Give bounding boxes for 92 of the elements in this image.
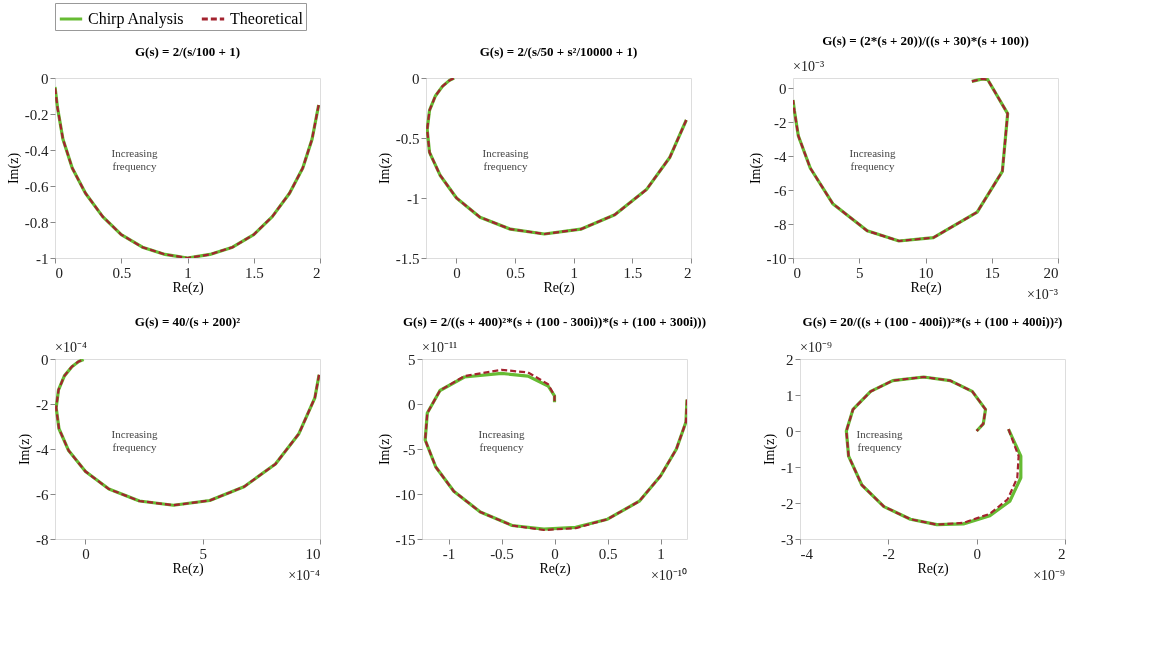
y-tick-label: -0.2 <box>24 106 49 123</box>
x-tick-label: -0.5 <box>490 545 514 562</box>
text: ×10⁻⁴ <box>288 568 321 583</box>
x-tick-label: 20 <box>1043 264 1059 281</box>
x-tick-label: 0 <box>82 545 90 562</box>
y-tick-label: 0 <box>779 80 787 97</box>
x-tick-label: 15 <box>984 264 1000 281</box>
x-tick-label: 0.5 <box>506 264 525 281</box>
x-tick-label: -1 <box>442 545 456 562</box>
x-tick-label: -2 <box>882 545 896 562</box>
y-tick-label: 5 <box>408 351 416 368</box>
x-tick-label: 0.5 <box>598 545 618 562</box>
chart-title: G(s) = 40/(s + 200)² <box>134 314 241 329</box>
y-tick-label: -0.6 <box>24 178 49 195</box>
y-tick-label: 1 <box>786 387 794 404</box>
y-tick-label: -10 <box>766 250 787 267</box>
legend-label: Chirp Analysis <box>88 10 184 28</box>
y-tick-label: 0 <box>412 70 420 87</box>
x-tick-label: -4 <box>800 545 814 562</box>
annotation: Increasing frequency <box>111 427 158 453</box>
chart-title: G(s) = 20/((s + (100 - 400i))²*(s + (100 + 400i))²) <box>802 314 1063 329</box>
x-tick-label: 5 <box>856 264 864 281</box>
chart-title: G(s) = (2*(s + 20))/((s + 30)*(s + 100)) <box>822 33 1029 48</box>
x-tick-label: 2 <box>1058 545 1066 562</box>
x-axis-title: Re(z) <box>539 560 571 577</box>
y-axis-title: Im(z) <box>762 433 778 466</box>
x-tick-label: 10 <box>305 545 321 562</box>
y-axis-title: Im(z) <box>17 433 33 466</box>
y-tick-label: -1 <box>407 190 420 207</box>
x-axis-title: Re(z) <box>917 560 949 577</box>
x-tick-label: 0 <box>453 264 461 281</box>
y-tick-label: -6 <box>774 182 787 199</box>
chart-title: G(s) = 2/(s/50 + s²/10000 + 1) <box>479 44 638 59</box>
y-tick-label: -15 <box>395 531 416 548</box>
y-axis-title: Im(z) <box>376 152 393 185</box>
text: ×10⁻³ <box>793 59 825 74</box>
y-tick-label: -6 <box>36 486 49 503</box>
x-axis-title: Re(z) <box>910 279 942 296</box>
x-axis-title: Re(z) <box>543 279 575 296</box>
text: ×10⁻⁹ <box>800 340 832 355</box>
text: ×10⁻⁹ <box>1033 568 1066 583</box>
y-tick-label: -8 <box>36 531 49 548</box>
x-tick-label: 0 <box>55 264 63 281</box>
y-tick-label: -3 <box>781 531 794 548</box>
y-tick-label: -10 <box>395 486 416 503</box>
y-tick-label: 0 <box>786 423 794 440</box>
y-axis-title: Im(z) <box>376 433 393 466</box>
y-tick-label: -1.5 <box>395 250 420 267</box>
annotation: Increasing frequency <box>849 146 896 172</box>
x-tick-label: 0 <box>973 545 981 562</box>
y-tick-label: -0.4 <box>24 142 49 159</box>
x-axis-title: Re(z) <box>172 560 204 577</box>
x-tick-label: 1.5 <box>623 264 643 281</box>
y-tick-label: 0 <box>41 70 49 87</box>
y-tick-label: -0.8 <box>24 214 49 231</box>
y-tick-label: -2 <box>774 114 787 131</box>
y-tick-label: -1 <box>781 459 794 476</box>
y-tick-label: 0 <box>41 351 49 368</box>
x-tick-label: 0.5 <box>112 264 132 281</box>
text: ×10⁻³ <box>1026 287 1058 302</box>
annotation: Increasing frequency <box>482 146 529 172</box>
y-tick-label: -4 <box>36 441 49 458</box>
text: ×10⁻¹⁰ <box>650 568 687 583</box>
chart-title: G(s) = 2/(s/100 + 1) <box>134 44 241 59</box>
x-tick-label: 1.5 <box>244 264 264 281</box>
x-axis-title: Re(z) <box>172 279 204 296</box>
annotation: Increasing frequency <box>856 427 903 453</box>
annotation: Increasing frequency <box>478 427 525 453</box>
y-tick-label: -4 <box>774 148 787 165</box>
x-tick-label: 5 <box>199 545 207 562</box>
annotation: Increasing frequency <box>111 146 158 172</box>
y-tick-label: -8 <box>774 216 787 233</box>
text: ×10⁻¹¹ <box>422 340 458 355</box>
chart-title: G(s) = 2/((s + 400)²*(s + (100 - 300i))*(s + (100 + 300i))) <box>402 314 707 329</box>
y-tick-label: -2 <box>781 495 794 512</box>
x-tick-label: 1 <box>657 545 665 562</box>
y-axis-title: Im(z) <box>5 152 22 185</box>
y-tick-label: 2 <box>786 351 794 368</box>
legend-label: Theoretical <box>230 10 304 27</box>
x-tick-label: 2 <box>313 264 321 281</box>
x-tick-label: 10 <box>918 264 934 281</box>
x-tick-label: 2 <box>684 264 692 281</box>
y-axis-title: Im(z) <box>747 152 764 185</box>
y-tick-label: -0.5 <box>395 130 420 147</box>
x-tick-label: 1 <box>184 264 192 281</box>
x-tick-label: 1 <box>570 264 578 281</box>
x-tick-label: 0 <box>551 545 559 562</box>
text: ×10⁻⁴ <box>55 340 87 355</box>
y-tick-label: -1 <box>36 250 49 267</box>
y-tick-label: 0 <box>408 396 416 413</box>
y-tick-label: -5 <box>403 441 416 458</box>
y-tick-label: -2 <box>36 396 49 413</box>
